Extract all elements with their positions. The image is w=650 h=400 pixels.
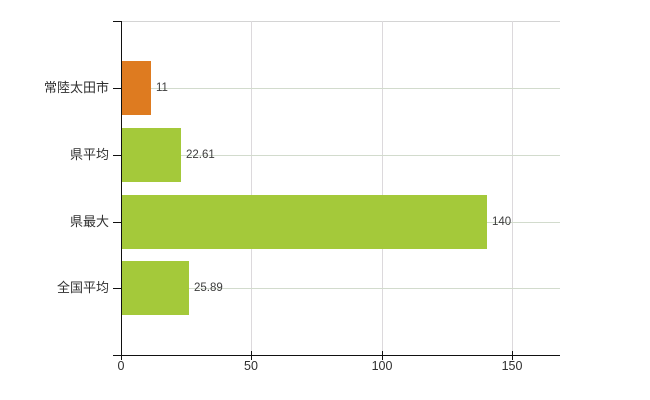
x-tick-label: 100 (371, 359, 393, 373)
plot-top-border (121, 21, 560, 22)
gridline-horizontal (121, 155, 560, 156)
y-axis-tick (113, 88, 121, 89)
y-axis-end-tick (113, 21, 121, 22)
bar (122, 261, 189, 315)
bar (122, 195, 487, 249)
gridline-horizontal (121, 88, 560, 89)
gridline-horizontal (121, 288, 560, 289)
x-tick-label: 50 (244, 359, 258, 373)
y-axis-tick (113, 288, 121, 289)
gridline-vertical (512, 21, 513, 355)
gridline-vertical (382, 21, 383, 355)
x-tick-label: 150 (501, 359, 523, 373)
x-tick-label: 0 (117, 359, 125, 373)
x-axis-line (121, 355, 560, 356)
bar (122, 61, 151, 115)
y-axis-tick (113, 222, 121, 223)
category-label: 全国平均 (56, 280, 109, 295)
bar-value-label: 140 (492, 216, 512, 228)
bar-value-label: 22.61 (186, 149, 215, 161)
y-axis-tick (113, 155, 121, 156)
category-label: 常陸太田市 (43, 80, 109, 95)
bar-value-label: 25.89 (194, 282, 223, 294)
y-axis-end-tick (113, 355, 121, 356)
bar (122, 128, 181, 182)
category-label: 県平均 (69, 147, 109, 162)
y-axis-line (121, 21, 122, 356)
category-label: 県最大 (69, 214, 109, 229)
gridline-vertical (251, 21, 252, 355)
bar-value-label: 11 (156, 82, 168, 94)
